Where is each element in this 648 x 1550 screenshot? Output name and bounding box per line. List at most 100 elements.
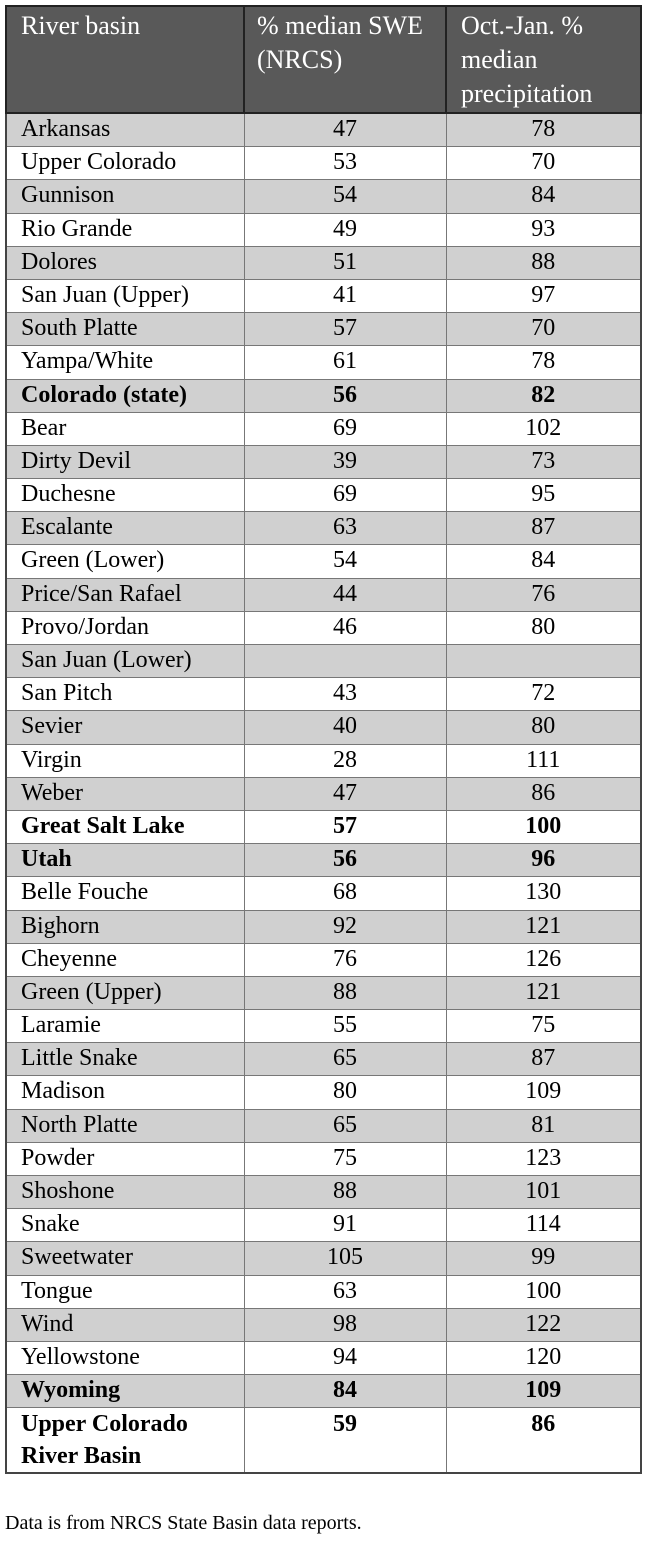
swe-cell: 80 [243,1075,447,1110]
precip-cell: 72 [445,677,642,712]
table-row: Arkansas 47 78 [5,112,642,148]
basin-cell: Sweetwater [5,1241,245,1276]
swe-cell: 65 [243,1042,447,1077]
table-row: Madison 80 109 [5,1075,642,1110]
swe-cell: 63 [243,511,447,546]
swe-cell: 47 [243,112,447,148]
swe-cell: 53 [243,146,447,181]
precip-cell: 100 [445,1274,642,1309]
basin-cell: Belle Fouche [5,876,245,911]
precip-cell: 109 [445,1374,642,1409]
swe-cell: 43 [243,677,447,712]
basin-cell: Provo/Jordan [5,610,245,646]
precip-cell: 126 [445,942,642,977]
precip-cell: 80 [445,610,642,646]
header-swe: % median SWE (NRCS) [243,5,447,114]
header-precip: Oct.-Jan. % median precipitation [445,5,642,114]
table-row: Snake 91 114 [5,1208,642,1243]
table-row: Green (Lower) 54 84 [5,544,642,579]
swe-cell: 98 [243,1307,447,1342]
precip-cell: 80 [445,710,642,745]
basin-cell: Arkansas [5,112,245,148]
table-row: Sevier 40 80 [5,710,642,745]
swe-cell: 91 [243,1208,447,1243]
header-river-basin: River basin [5,5,245,114]
precip-cell: 122 [445,1307,642,1342]
precip-cell: 96 [445,843,642,878]
precip-cell: 130 [445,876,642,911]
precip-cell: 95 [445,478,642,513]
table-row: Provo/Jordan 46 80 [5,610,642,646]
swe-cell: 40 [243,710,447,745]
swe-cell [243,643,447,679]
swe-cell: 47 [243,776,447,811]
swe-cell: 75 [243,1141,447,1177]
swe-cell: 63 [243,1274,447,1309]
table-row: Virgin 28 111 [5,743,642,778]
table-row: Gunnison 54 84 [5,179,642,214]
swe-cell: 65 [243,1108,447,1143]
swe-cell: 57 [243,809,447,845]
precip-cell: 84 [445,544,642,579]
precip-cell: 87 [445,511,642,546]
table-row: Little Snake 65 87 [5,1042,642,1077]
table-row: Duchesne 69 95 [5,478,642,513]
basin-cell: Colorado (state) [5,378,245,413]
precip-cell [445,643,642,679]
swe-cell: 46 [243,610,447,646]
precip-cell: 121 [445,909,642,944]
basin-cell: Upper Colorado [5,146,245,181]
basin-cell: Laramie [5,1009,245,1044]
swe-cell: 49 [243,212,447,247]
basin-cell: Utah [5,843,245,878]
basin-cell: San Pitch [5,677,245,712]
swe-cell: 54 [243,544,447,579]
swe-cell: 39 [243,444,447,480]
basin-cell: Shoshone [5,1174,245,1210]
basin-cell: Madison [5,1075,245,1110]
precip-cell: 111 [445,743,642,778]
basin-cell: Green (Lower) [5,544,245,579]
swe-cell: 51 [243,245,447,280]
precip-cell: 102 [445,411,642,446]
basin-cell: Weber [5,776,245,811]
table-row: Yellowstone 94 120 [5,1340,642,1376]
precip-cell: 100 [445,809,642,845]
table-row: South Platte 57 70 [5,312,642,347]
precip-cell: 86 [445,1407,642,1474]
precip-cell: 120 [445,1340,642,1376]
table-row: Belle Fouche 68 130 [5,876,642,911]
basin-cell: Duchesne [5,478,245,513]
table-row: San Juan (Upper) 41 97 [5,278,642,314]
basin-cell: San Juan (Upper) [5,278,245,314]
swe-cell: 94 [243,1340,447,1376]
table-row: Dolores 51 88 [5,245,642,280]
basin-cell: Price/San Rafael [5,577,245,612]
basin-cell: Dolores [5,245,245,280]
basin-cell: South Platte [5,312,245,347]
precip-cell: 99 [445,1241,642,1276]
swe-cell: 84 [243,1374,447,1409]
basin-cell: Wind [5,1307,245,1342]
basin-cell: Dirty Devil [5,444,245,480]
precip-cell: 109 [445,1075,642,1110]
header-row: River basin % median SWE (NRCS) Oct.-Jan… [5,5,642,114]
table-row: North Platte 65 81 [5,1108,642,1143]
basin-cell: Rio Grande [5,212,245,247]
table-row: San Juan (Lower) [5,643,642,679]
swe-cell: 76 [243,942,447,977]
swe-cell: 56 [243,378,447,413]
basin-cell: Gunnison [5,179,245,214]
table-row: Upper Colorado River Basin 59 86 [5,1407,642,1474]
footnote: Data is from NRCS State Basin data repor… [5,1512,362,1534]
table-row: Weber 47 86 [5,776,642,811]
precip-cell: 81 [445,1108,642,1143]
basin-cell: Bear [5,411,245,446]
precip-cell: 87 [445,1042,642,1077]
basin-cell: Wyoming [5,1374,245,1409]
table-row: Laramie 55 75 [5,1009,642,1044]
precip-cell: 88 [445,245,642,280]
precip-cell: 121 [445,975,642,1011]
basin-table: River basin % median SWE (NRCS) Oct.-Jan… [5,5,642,1475]
swe-cell: 92 [243,909,447,944]
